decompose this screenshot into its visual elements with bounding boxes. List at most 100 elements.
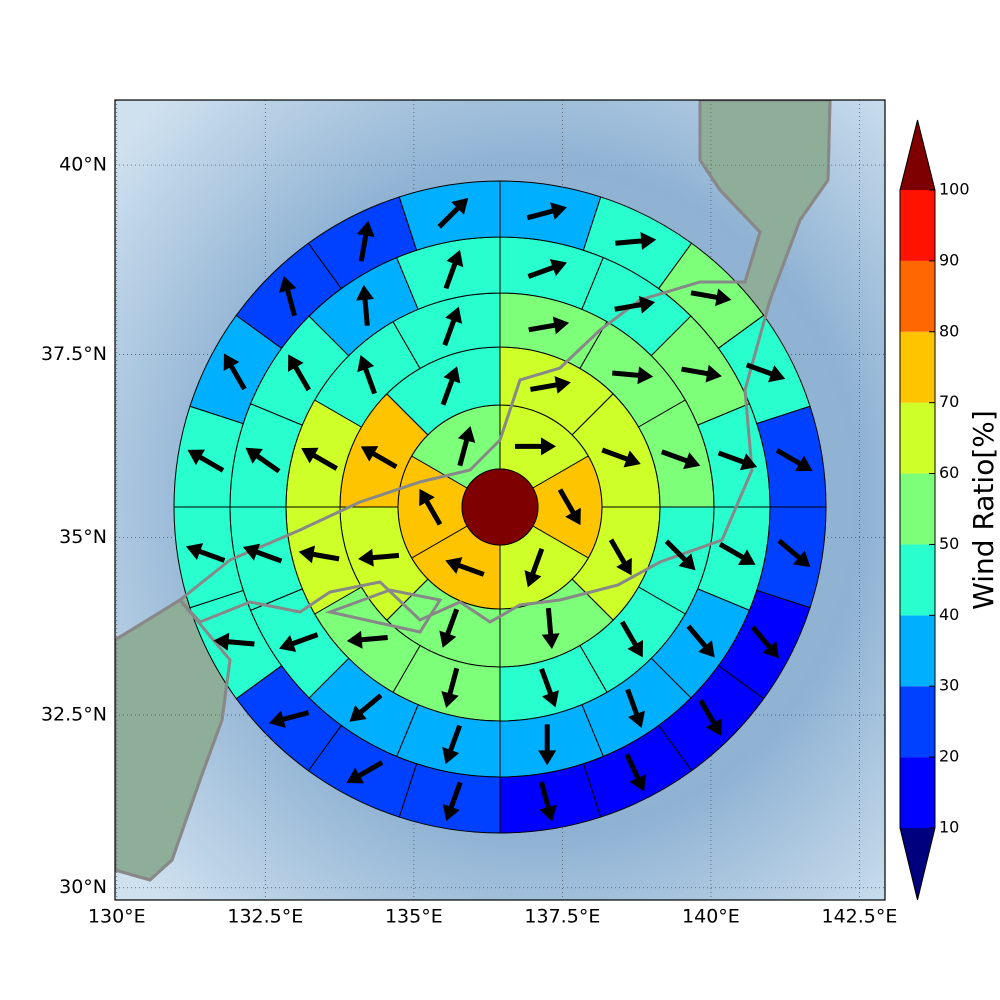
wind-arrow — [625, 688, 645, 728]
wind-arrow — [541, 607, 560, 649]
wind-arrow — [539, 667, 559, 708]
colorbar-tick-label: 30 — [939, 676, 959, 695]
colorbar-tick-label: 100 — [939, 180, 970, 199]
wind-arrow — [437, 197, 469, 229]
wind-arrow — [419, 488, 443, 526]
wind-arrow — [686, 624, 715, 658]
x-tick-label: 135°E — [385, 906, 443, 928]
colorbar-bin — [900, 190, 935, 261]
wind-arrow — [717, 450, 758, 471]
wind-arrow — [187, 449, 225, 473]
wind-arrow — [539, 781, 557, 822]
wind-arrow — [287, 354, 311, 392]
colorbar-tick-label: 40 — [939, 605, 959, 624]
wind-arrow — [445, 557, 485, 577]
wind-arrow — [775, 448, 813, 472]
x-tick-label: 140°E — [682, 906, 740, 928]
wind-arrow — [601, 447, 641, 468]
wind-arrow — [608, 538, 632, 576]
wind-arrow — [615, 231, 657, 250]
colorbar: 10 20 30 40 50 60 70 80 90 100 — [899, 119, 970, 901]
wind-arrow — [356, 220, 375, 262]
colorbar-label: Wind Ratio[%] — [967, 410, 1000, 610]
colorbar-bin — [900, 473, 935, 545]
wind-arrow — [620, 620, 644, 658]
colorbar-tick-label: 20 — [939, 747, 959, 766]
wind-arrow — [614, 295, 656, 314]
colorbar-tick-label: 90 — [939, 250, 959, 269]
wind-arrow — [624, 753, 646, 792]
wind-arrow — [213, 632, 255, 651]
wind-arrow — [245, 447, 281, 474]
wind-arrow — [660, 449, 701, 470]
wind-arrow — [530, 376, 571, 394]
wind-arrow — [698, 699, 722, 736]
colorbar-bin — [900, 615, 935, 687]
colorbar-over — [900, 120, 935, 190]
wind-arrow — [346, 630, 388, 649]
wind-arrow — [538, 724, 557, 766]
colorbar-bin — [900, 686, 935, 758]
wind-arrow — [718, 542, 756, 566]
wind-arrow — [356, 284, 374, 326]
wind-arrow — [524, 547, 545, 588]
wind-arrow — [557, 488, 581, 526]
ticks: 130°E 132.5°E 135°E 137.5°E 140°E 142.5°E 30°N… — [41, 154, 897, 928]
sectors — [173, 180, 827, 834]
wind-arrow — [443, 249, 464, 290]
x-tick-label: 142.5°E — [821, 906, 897, 928]
wind-arrow — [526, 202, 567, 221]
wind-arrow — [242, 543, 283, 564]
wind-arrow — [441, 667, 460, 708]
wind-arrow — [440, 366, 461, 406]
wind-arrow — [185, 543, 226, 563]
wind-arrow — [528, 316, 570, 335]
y-tick-label: 30°N — [59, 876, 107, 898]
center-cell — [461, 468, 539, 546]
colorbar-tick-label: 70 — [939, 392, 959, 411]
wind-arrow — [349, 693, 383, 722]
wind-arrow — [612, 366, 654, 385]
colorbar-bin — [900, 260, 935, 332]
colorbar-under — [900, 828, 935, 900]
frame — [114, 99, 886, 901]
wind-arrow — [527, 259, 567, 279]
wind-arrow — [681, 364, 722, 383]
wind-arrow — [358, 548, 400, 567]
wind-arrow — [360, 446, 398, 470]
colorbar-bin — [900, 402, 935, 474]
colorbar-tick-label: 10 — [939, 818, 959, 837]
wind-arrow — [690, 288, 732, 307]
x-tick-label: 137.5°E — [524, 906, 600, 928]
wind-arrow — [279, 632, 319, 652]
arrows — [185, 197, 813, 822]
wind-arrow — [439, 608, 460, 648]
wind-arrow — [442, 781, 463, 822]
colorbar-bin — [900, 331, 935, 403]
colorbar-tick-label: 60 — [939, 463, 959, 482]
wind-arrow — [279, 275, 297, 317]
wind-arrow — [357, 355, 377, 395]
colorbar-bin — [900, 544, 935, 616]
wind-arrow — [301, 447, 338, 471]
y-tick-label: 40°N — [59, 154, 107, 176]
y-tick-label: 35°N — [59, 526, 107, 548]
y-tick-label: 37.5°N — [41, 343, 107, 365]
x-tick-label: 132.5°E — [227, 906, 303, 928]
wind-arrow — [442, 306, 463, 347]
colorbar-bin — [900, 757, 935, 828]
wind-arrow — [664, 539, 696, 571]
wind-arrow — [457, 426, 476, 467]
wind-arrow — [442, 724, 462, 765]
wind-arrow — [346, 760, 384, 784]
colorbar-tick-label: 50 — [939, 534, 959, 553]
y-tick-label: 32.5°N — [41, 704, 107, 726]
wind-arrow — [223, 353, 247, 391]
map-area — [115, 100, 885, 900]
wind-arrow — [515, 437, 556, 456]
wind-arrow — [777, 538, 811, 568]
colorbar-tick-label: 80 — [939, 321, 959, 340]
wind-arrow — [750, 625, 780, 659]
